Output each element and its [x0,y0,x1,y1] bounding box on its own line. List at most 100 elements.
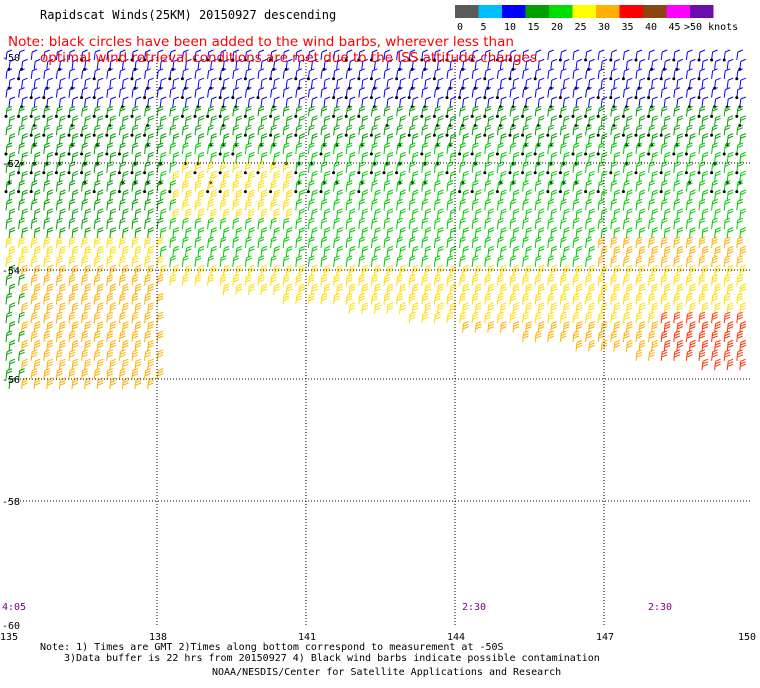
wind-barb [698,142,706,155]
wind-barb [459,255,466,267]
wind-barb [358,87,365,98]
contamination-circle [67,152,71,156]
wind-barb [688,58,696,70]
wind-barb [651,302,658,314]
wind-barb [194,180,202,192]
wind-barb [386,58,394,70]
wind-barb [17,68,25,81]
wind-barb [448,115,457,128]
wind-barb [396,49,403,61]
wind-barb [206,49,214,62]
wind-barb [55,124,63,136]
longitude-label: 147 [596,632,614,643]
wind-barb [634,87,643,100]
wind-barb [499,189,507,202]
wind-barb [449,96,457,108]
wind-barb [382,161,391,175]
contamination-circle [495,190,499,194]
wind-barb [194,87,202,98]
wind-barb [46,358,53,371]
wind-barb [307,274,315,286]
wind-barb [600,96,608,108]
wind-barb [399,245,406,258]
wind-barb [625,77,633,89]
wind-barb [698,198,706,211]
wind-barb [673,292,680,305]
wind-barb [635,198,643,211]
wind-barb [509,198,517,211]
wind-barb [143,124,151,137]
contamination-circle [458,152,462,156]
wind-barb [92,68,101,81]
wind-barb [298,245,305,258]
wind-barb [660,142,668,155]
wind-barb [676,264,683,277]
wind-barb [676,208,683,220]
wind-barb [131,349,139,361]
wind-barb [71,264,79,277]
grid-lines [8,57,752,625]
wind-barb [647,87,655,100]
wind-barb [131,217,139,230]
wind-barb [336,115,343,126]
wind-barb [336,264,343,277]
wind-barb [421,292,428,305]
wind-barb [588,245,595,258]
wind-barb [421,236,428,249]
wind-barb [184,58,192,70]
wind-barb [121,77,129,89]
wind-barb [723,274,731,286]
wind-barb [533,142,542,156]
wind-barb [257,255,265,267]
wind-barb [184,170,192,183]
wind-barb [723,236,731,249]
contamination-circle [117,152,121,156]
wind-barb [575,208,583,220]
wind-barb [80,87,88,100]
contamination-circle [29,171,33,175]
wind-barb [739,339,746,352]
wind-barb [235,227,242,239]
wind-barb [118,105,126,117]
wind-barb [385,115,394,128]
wind-barb [360,133,368,147]
wind-barb [736,274,743,286]
wind-barb [688,189,696,202]
wind-barb [436,96,444,108]
wind-barb [181,274,189,286]
wind-barb [106,68,113,79]
wind-barb [80,161,88,175]
wind-barb [525,227,532,239]
contamination-circle [143,171,147,175]
wind-barb [659,68,668,81]
wind-barb [660,274,668,286]
wind-barb [92,124,101,137]
wind-barb [320,274,328,286]
wind-barb [370,217,378,230]
wind-barb [635,255,643,267]
wind-barb [726,283,734,296]
contamination-circle [495,114,499,118]
wind-barb [121,208,129,220]
contamination-circle [584,152,588,156]
wind-barb [273,264,280,277]
wind-barb [269,49,277,62]
contamination-circle [193,114,197,118]
wind-barb [58,133,66,145]
wind-barb [232,105,239,117]
wind-barb [181,255,189,267]
wind-barb [509,255,517,267]
wind-barb [585,236,592,249]
wind-barb [109,151,116,164]
wind-barb [131,198,139,211]
contamination-circle [193,171,197,175]
wind-barb [118,217,126,230]
wind-barb [96,170,104,183]
wind-barb [723,349,731,361]
wind-barb [244,274,252,286]
contamination-circle [571,152,575,156]
wind-barb [18,49,25,61]
wind-barb [30,236,38,249]
wind-barb [433,87,441,98]
wind-barb [723,330,731,343]
